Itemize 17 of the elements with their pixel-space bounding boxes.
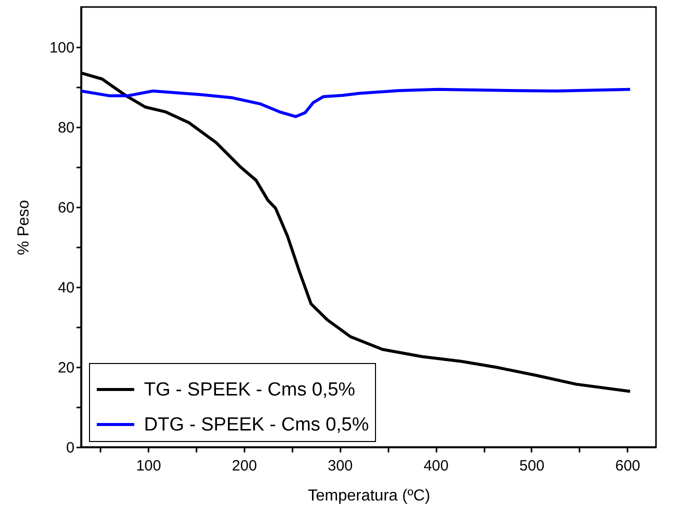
y-tick-label: 60 bbox=[58, 200, 74, 216]
x-tick-label: 200 bbox=[232, 458, 257, 474]
x-tick-label: 400 bbox=[424, 458, 449, 474]
legend-label: DTG - SPEEK - Cms 0,5% bbox=[144, 414, 369, 436]
line-series bbox=[81, 88, 632, 118]
x-tick-label: 600 bbox=[615, 458, 640, 474]
y-tick-label: 20 bbox=[58, 360, 74, 376]
y-tick-label: 80 bbox=[58, 120, 74, 136]
x-tick-label: 300 bbox=[328, 458, 353, 474]
x-tick-label: 100 bbox=[136, 458, 162, 474]
y-tick-label: 40 bbox=[58, 280, 74, 296]
x-axis-title: Temperatura (ºC) bbox=[308, 488, 430, 504]
x-tick-label: 500 bbox=[519, 458, 544, 474]
y-tick-label: 0 bbox=[66, 440, 74, 456]
y-tick-label: 100 bbox=[49, 40, 74, 56]
legend-label: TG - SPEEK - Cms 0,5% bbox=[144, 380, 356, 400]
y-axis-title: % Peso bbox=[15, 200, 32, 256]
